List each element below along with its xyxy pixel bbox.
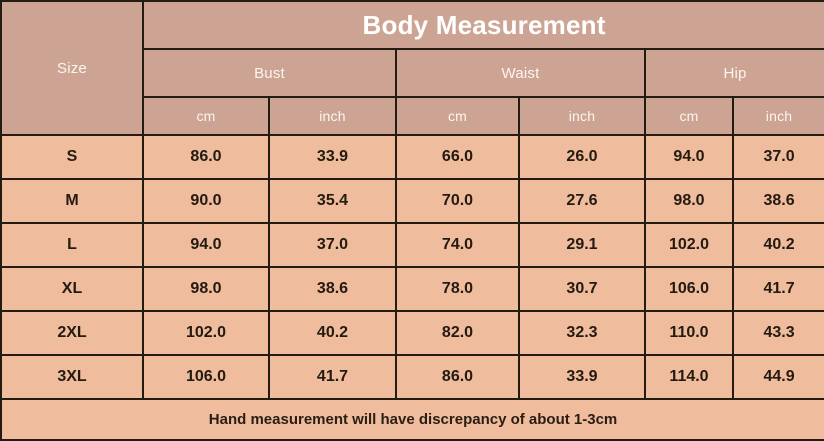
size-cell: M <box>0 178 144 224</box>
measurement-discrepancy-note: Hand measurement will have discrepancy o… <box>0 398 824 441</box>
value-cell: 40.2 <box>731 222 824 268</box>
size-cell: 3XL <box>0 354 144 400</box>
table-row: S 86.0 33.9 66.0 26.0 94.0 37.0 <box>0 134 824 180</box>
table-row: 3XL 106.0 41.7 86.0 33.9 114.0 44.9 <box>0 354 824 400</box>
table-title: Body Measurement <box>141 0 824 50</box>
size-cell: 2XL <box>0 310 144 356</box>
table-row: L 94.0 37.0 74.0 29.1 102.0 40.2 <box>0 222 824 268</box>
group-header-waist: Waist <box>395 48 646 98</box>
value-cell: 106.0 <box>644 266 734 312</box>
unit-header-hip-inch: inch <box>731 96 824 136</box>
value-cell: 35.4 <box>268 178 397 224</box>
value-cell: 33.9 <box>268 134 397 180</box>
value-cell: 38.6 <box>268 266 397 312</box>
value-cell: 78.0 <box>395 266 520 312</box>
size-cell: S <box>0 134 144 180</box>
unit-header-waist-inch: inch <box>518 96 646 136</box>
unit-header-hip-cm: cm <box>644 96 734 136</box>
value-cell: 38.6 <box>731 178 824 224</box>
value-cell: 37.0 <box>268 222 397 268</box>
size-column-header: Size <box>0 0 144 136</box>
value-cell: 94.0 <box>644 134 734 180</box>
unit-header-waist-cm: cm <box>395 96 520 136</box>
value-cell: 102.0 <box>644 222 734 268</box>
value-cell: 74.0 <box>395 222 520 268</box>
value-cell: 114.0 <box>644 354 734 400</box>
value-cell: 98.0 <box>142 266 270 312</box>
group-header-bust: Bust <box>142 48 397 98</box>
table-row: XL 98.0 38.6 78.0 30.7 106.0 41.7 <box>0 266 824 312</box>
table-row: 2XL 102.0 40.2 82.0 32.3 110.0 43.3 <box>0 310 824 356</box>
value-cell: 90.0 <box>142 178 270 224</box>
value-cell: 26.0 <box>518 134 646 180</box>
value-cell: 70.0 <box>395 178 520 224</box>
value-cell: 94.0 <box>142 222 270 268</box>
value-cell: 110.0 <box>644 310 734 356</box>
size-cell: XL <box>0 266 144 312</box>
table-row: M 90.0 35.4 70.0 27.6 98.0 38.6 <box>0 178 824 224</box>
value-cell: 27.6 <box>518 178 646 224</box>
value-cell: 33.9 <box>518 354 646 400</box>
group-header-hip: Hip <box>643 48 824 98</box>
value-cell: 41.7 <box>268 354 397 400</box>
value-cell: 41.7 <box>731 266 824 312</box>
value-cell: 43.3 <box>731 310 824 356</box>
value-cell: 106.0 <box>142 354 270 400</box>
value-cell: 32.3 <box>518 310 646 356</box>
value-cell: 82.0 <box>395 310 520 356</box>
unit-header-bust-cm: cm <box>142 96 270 136</box>
value-cell: 29.1 <box>518 222 646 268</box>
value-cell: 102.0 <box>142 310 270 356</box>
value-cell: 40.2 <box>268 310 397 356</box>
value-cell: 86.0 <box>142 134 270 180</box>
value-cell: 98.0 <box>644 178 734 224</box>
size-cell: L <box>0 222 144 268</box>
value-cell: 86.0 <box>395 354 520 400</box>
unit-header-bust-inch: inch <box>268 96 397 136</box>
value-cell: 37.0 <box>731 134 824 180</box>
value-cell: 44.9 <box>731 354 824 400</box>
value-cell: 30.7 <box>518 266 646 312</box>
value-cell: 66.0 <box>395 134 520 180</box>
